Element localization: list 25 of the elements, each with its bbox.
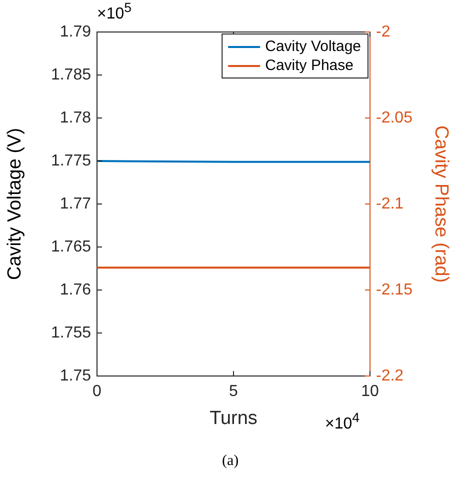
legend-label: Cavity Phase — [265, 57, 354, 74]
y-tick-label: 1.765 — [50, 238, 92, 256]
text: (a) — [222, 452, 239, 470]
y-tick-label: 1.755 — [50, 324, 92, 342]
y2-axis-title: Cavity Phase (rad) — [430, 125, 452, 283]
legend-label: Cavity Voltage — [265, 38, 361, 56]
y-tick-label: 1.79 — [60, 23, 92, 40]
y-tick-label: 1.775 — [50, 152, 92, 170]
y-tick-label: 1.77 — [60, 195, 92, 212]
y-axis-title: Cavity Voltage (V) — [4, 128, 26, 280]
y2-tick-label: -2.05 — [376, 109, 413, 126]
y2-tick-label: -2.15 — [376, 281, 413, 298]
text: ×10$^{4}$ — [325, 410, 360, 434]
y-tick-label: 1.75 — [60, 367, 92, 384]
y2-tick-label: -2 — [376, 23, 390, 40]
y2-tick-label: -2.1 — [376, 195, 404, 212]
y-tick-label: 1.785 — [50, 66, 92, 84]
y-tick-label: 1.78 — [60, 109, 92, 126]
x-tick-label: 5 — [229, 383, 238, 400]
x-tick-label: 0 — [92, 383, 102, 400]
text: ×10$^{5}$ — [97, 0, 132, 24]
x-axis-title: Turns — [210, 408, 258, 429]
x-tick-label: 10 — [361, 383, 379, 400]
y2-tick-label: -2.2 — [376, 367, 404, 384]
y-tick-label: 1.76 — [60, 281, 92, 298]
